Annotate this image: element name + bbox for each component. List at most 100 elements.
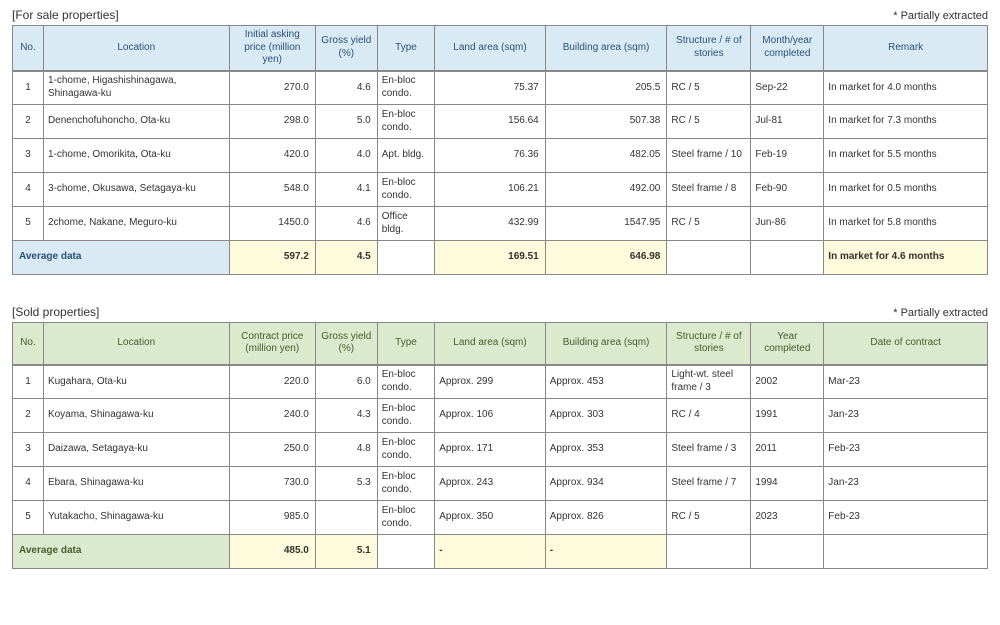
cell-struct: Steel frame / 7 bbox=[667, 467, 751, 501]
cell-price: 985.0 bbox=[229, 501, 315, 535]
cell-location: 1-chome, Higashishinagawa, Shinagawa-ku bbox=[43, 71, 229, 105]
avg-cell-type bbox=[377, 241, 434, 275]
cell-struct: Steel frame / 3 bbox=[667, 433, 751, 467]
cell-no: 2 bbox=[13, 105, 44, 139]
avg-cell-type bbox=[377, 535, 434, 569]
cell-yield: 4.6 bbox=[315, 71, 377, 105]
cell-struct: RC / 4 bbox=[667, 399, 751, 433]
cell-yield: 4.0 bbox=[315, 139, 377, 173]
cell-bldg: 492.00 bbox=[545, 173, 667, 207]
cell-remark: Jan-23 bbox=[824, 399, 988, 433]
table-row: 2Koyama, Shinagawa-ku240.04.3En-bloc con… bbox=[13, 399, 988, 433]
table-row: 2Denenchofuhoncho, Ota-ku298.05.0En-bloc… bbox=[13, 105, 988, 139]
cell-remark: In market for 4.0 months bbox=[824, 71, 988, 105]
cell-price: 548.0 bbox=[229, 173, 315, 207]
cell-date: Sep-22 bbox=[751, 71, 824, 105]
cell-yield: 4.3 bbox=[315, 399, 377, 433]
cell-struct: Light-wt. steel frame / 3 bbox=[667, 365, 751, 399]
cell-struct: RC / 5 bbox=[667, 501, 751, 535]
avg-cell-date bbox=[751, 241, 824, 275]
cell-type: En-bloc condo. bbox=[377, 467, 434, 501]
cell-bldg: 482.05 bbox=[545, 139, 667, 173]
cell-no: 5 bbox=[13, 501, 44, 535]
cell-no: 3 bbox=[13, 139, 44, 173]
cell-remark: Jan-23 bbox=[824, 467, 988, 501]
cell-bldg: Approx. 934 bbox=[545, 467, 667, 501]
avg-cell-bldg: 646.98 bbox=[545, 241, 667, 275]
avg-cell-land: - bbox=[435, 535, 546, 569]
col-header-type: Type bbox=[377, 26, 434, 71]
table-row: 3Daizawa, Setagaya-ku250.04.8En-bloc con… bbox=[13, 433, 988, 467]
cell-no: 1 bbox=[13, 365, 44, 399]
average-label: Average data bbox=[13, 241, 230, 275]
cell-no: 4 bbox=[13, 173, 44, 207]
for-sale-table: No.LocationInitial asking price (million… bbox=[12, 25, 988, 275]
section-header: [Sold properties]* Partially extracted bbox=[12, 305, 988, 319]
cell-land: 76.36 bbox=[435, 139, 546, 173]
cell-date: 1991 bbox=[751, 399, 824, 433]
cell-price: 270.0 bbox=[229, 71, 315, 105]
cell-remark: In market for 7.3 months bbox=[824, 105, 988, 139]
cell-no: 1 bbox=[13, 71, 44, 105]
cell-remark: Mar-23 bbox=[824, 365, 988, 399]
avg-cell-price: 485.0 bbox=[229, 535, 315, 569]
section-header: [For sale properties]* Partially extract… bbox=[12, 8, 988, 22]
cell-bldg: 507.38 bbox=[545, 105, 667, 139]
avg-cell-struct bbox=[667, 535, 751, 569]
cell-bldg: Approx. 453 bbox=[545, 365, 667, 399]
col-header-land: Land area (sqm) bbox=[435, 323, 546, 365]
col-header-no: No. bbox=[13, 323, 44, 365]
cell-price: 420.0 bbox=[229, 139, 315, 173]
cell-no: 2 bbox=[13, 399, 44, 433]
cell-bldg: Approx. 826 bbox=[545, 501, 667, 535]
cell-type: En-bloc condo. bbox=[377, 105, 434, 139]
cell-struct: RC / 5 bbox=[667, 207, 751, 241]
cell-price: 250.0 bbox=[229, 433, 315, 467]
average-row: Average data597.24.5169.51646.98In marke… bbox=[13, 241, 988, 275]
cell-land: Approx. 171 bbox=[435, 433, 546, 467]
cell-land: Approx. 243 bbox=[435, 467, 546, 501]
cell-remark: In market for 0.5 months bbox=[824, 173, 988, 207]
table-row: 1Kugahara, Ota-ku220.06.0En-bloc condo.A… bbox=[13, 365, 988, 399]
cell-struct: Steel frame / 8 bbox=[667, 173, 751, 207]
cell-type: En-bloc condo. bbox=[377, 365, 434, 399]
avg-cell-remark bbox=[824, 535, 988, 569]
cell-no: 3 bbox=[13, 433, 44, 467]
avg-cell-remark: In market for 4.6 months bbox=[824, 241, 988, 275]
cell-yield: 6.0 bbox=[315, 365, 377, 399]
cell-location: Yutakacho, Shinagawa-ku bbox=[43, 501, 229, 535]
cell-type: En-bloc condo. bbox=[377, 173, 434, 207]
cell-location: Daizawa, Setagaya-ku bbox=[43, 433, 229, 467]
cell-no: 5 bbox=[13, 207, 44, 241]
cell-land: Approx. 350 bbox=[435, 501, 546, 535]
col-header-price: Initial asking price (million yen) bbox=[229, 26, 315, 71]
average-row: Average data485.05.1-- bbox=[13, 535, 988, 569]
cell-date: Jul-81 bbox=[751, 105, 824, 139]
cell-location: Koyama, Shinagawa-ku bbox=[43, 399, 229, 433]
avg-cell-yield: 5.1 bbox=[315, 535, 377, 569]
cell-type: Apt. bldg. bbox=[377, 139, 434, 173]
cell-yield: 5.3 bbox=[315, 467, 377, 501]
cell-remark: Feb-23 bbox=[824, 433, 988, 467]
cell-land: 106.21 bbox=[435, 173, 546, 207]
cell-struct: RC / 5 bbox=[667, 71, 751, 105]
col-header-struct: Structure / # of stories bbox=[667, 26, 751, 71]
section-note: * Partially extracted bbox=[893, 307, 988, 319]
cell-location: 1-chome, Omorikita, Ota-ku bbox=[43, 139, 229, 173]
col-header-remark: Remark bbox=[824, 26, 988, 71]
cell-location: 3-chome, Okusawa, Setagaya-ku bbox=[43, 173, 229, 207]
cell-struct: RC / 5 bbox=[667, 105, 751, 139]
cell-type: En-bloc condo. bbox=[377, 433, 434, 467]
cell-land: 432.99 bbox=[435, 207, 546, 241]
avg-cell-yield: 4.5 bbox=[315, 241, 377, 275]
cell-land: 75.37 bbox=[435, 71, 546, 105]
cell-location: Denenchofuhoncho, Ota-ku bbox=[43, 105, 229, 139]
cell-location: 2chome, Nakane, Meguro-ku bbox=[43, 207, 229, 241]
sold-table: No.LocationContract price (million yen)G… bbox=[12, 322, 988, 569]
cell-date: 2002 bbox=[751, 365, 824, 399]
col-header-date: Month/year completed bbox=[751, 26, 824, 71]
cell-remark: In market for 5.5 months bbox=[824, 139, 988, 173]
cell-date: 1994 bbox=[751, 467, 824, 501]
avg-cell-struct bbox=[667, 241, 751, 275]
cell-date: 2023 bbox=[751, 501, 824, 535]
